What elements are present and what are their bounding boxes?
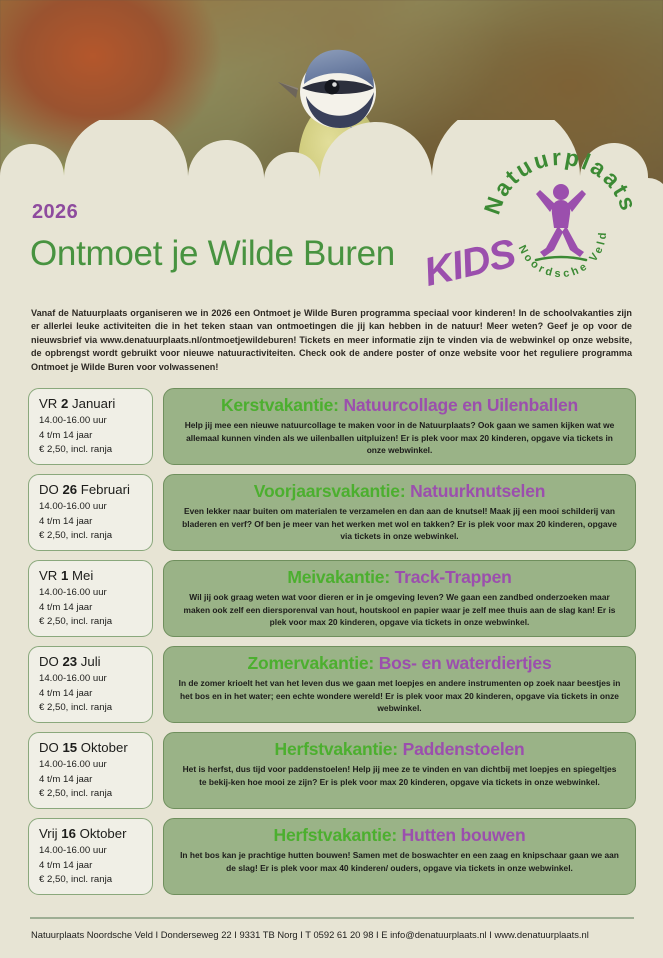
activity-description: In de zomer krioelt het van het leven du… bbox=[178, 678, 621, 714]
activity-name: Track-Trappen bbox=[394, 567, 512, 587]
activity-description: In het bos kan je prachtige hutten bouwe… bbox=[180, 850, 619, 873]
activity-box: Kerstvakantie: Natuurcollage en Uilenbal… bbox=[163, 388, 636, 465]
date-heading: VR 1 Mei bbox=[39, 568, 143, 583]
date-age: 4 t/m 14 jaar bbox=[39, 859, 93, 871]
activity-title: Kerstvakantie: Natuurcollage en Uilenbal… bbox=[178, 395, 621, 415]
activity-box: Herfstvakantie: Paddenstoelen Het is her… bbox=[163, 732, 636, 809]
intro-paragraph: Vanaf de Natuurplaats organiseren we in … bbox=[31, 308, 632, 372]
date-month: Oktober bbox=[80, 740, 128, 755]
date-day: DO bbox=[39, 740, 59, 755]
footer-divider bbox=[30, 917, 634, 919]
activity-description: Wil jij ook graag weten wat voor dieren … bbox=[183, 592, 616, 628]
date-heading: DO 26 Februari bbox=[39, 482, 143, 497]
date-time: 14.00-16.00 uur bbox=[39, 587, 107, 598]
date-day: DO bbox=[39, 482, 59, 497]
activity-title: Herfstvakantie: Paddenstoelen bbox=[178, 739, 621, 759]
logo-inner-text: Noordsche Veld bbox=[516, 229, 606, 280]
date-heading: DO 23 Juli bbox=[39, 654, 143, 669]
date-daynum: 2 bbox=[61, 396, 69, 411]
schedule-row: VR 2 Januari 14.00-16.00 uur 4 t/m 14 ja… bbox=[28, 388, 636, 465]
date-price: € 2,50, incl. ranja bbox=[39, 444, 113, 456]
date-time: 14.00-16.00 uur bbox=[39, 501, 107, 512]
activity-name: Natuurknutselen bbox=[410, 481, 546, 501]
vacation-name: Herfstvakantie: bbox=[274, 739, 399, 759]
activity-box: Meivakantie: Track-Trappen Wil jij ook g… bbox=[163, 560, 636, 637]
page-title: Ontmoet je Wilde Buren bbox=[30, 234, 395, 273]
date-heading: DO 15 Oktober bbox=[39, 740, 143, 755]
date-price: € 2,50, incl. ranja bbox=[39, 874, 113, 886]
date-price: € 2,50, incl. ranja bbox=[39, 530, 113, 542]
schedule-row: VR 1 Mei 14.00-16.00 uur 4 t/m 14 jaar €… bbox=[28, 560, 636, 637]
logo-ground-line bbox=[534, 255, 588, 262]
date-day: VR bbox=[39, 568, 58, 583]
activity-title: Zomervakantie: Bos- en waterdiertjes bbox=[178, 653, 621, 673]
activity-box: Voorjaarsvakantie: Natuurknutselen Even … bbox=[163, 474, 636, 551]
date-time: 14.00-16.00 uur bbox=[39, 415, 107, 426]
date-age: 4 t/m 14 jaar bbox=[39, 515, 93, 527]
date-time: 14.00-16.00 uur bbox=[39, 759, 107, 770]
schedule-list: VR 2 Januari 14.00-16.00 uur 4 t/m 14 ja… bbox=[28, 388, 636, 904]
date-price: € 2,50, incl. ranja bbox=[39, 702, 113, 714]
activity-title: Voorjaarsvakantie: Natuurknutselen bbox=[178, 481, 621, 501]
activity-description: Het is herfst, dus tijd voor paddenstoel… bbox=[182, 764, 617, 787]
date-heading: Vrij 16 Oktober bbox=[39, 826, 143, 841]
vacation-name: Meivakantie: bbox=[287, 567, 390, 587]
date-daynum: 23 bbox=[62, 654, 78, 669]
date-month: Januari bbox=[72, 396, 116, 411]
date-month: Februari bbox=[80, 482, 130, 497]
date-box: Vrij 16 Oktober 14.00-16.00 uur 4 t/m 14… bbox=[28, 818, 153, 895]
date-age: 4 t/m 14 jaar bbox=[39, 773, 93, 785]
date-box: DO 26 Februari 14.00-16.00 uur 4 t/m 14 … bbox=[28, 474, 153, 551]
activity-name: Bos- en waterdiertjes bbox=[378, 653, 552, 673]
date-daynum: 26 bbox=[62, 482, 78, 497]
date-daynum: 16 bbox=[61, 826, 76, 841]
date-heading: VR 2 Januari bbox=[39, 396, 143, 411]
date-month: Juli bbox=[80, 654, 101, 669]
date-month: Mei bbox=[72, 568, 94, 583]
activity-box: Herfstvakantie: Hutten bouwen In het bos… bbox=[163, 818, 636, 895]
date-time: 14.00-16.00 uur bbox=[39, 673, 107, 684]
date-price: € 2,50, incl. ranja bbox=[39, 616, 113, 628]
date-age: 4 t/m 14 jaar bbox=[39, 601, 93, 613]
natuurplaats-logo: Natuurplaats Noordsche Veld bbox=[479, 144, 641, 280]
vacation-name: Kerstvakantie: bbox=[220, 395, 339, 415]
vacation-name: Herfstvakantie: bbox=[273, 825, 398, 845]
jumping-person-icon bbox=[536, 184, 586, 257]
schedule-row: DO 15 Oktober 14.00-16.00 uur 4 t/m 14 j… bbox=[28, 732, 636, 809]
activity-title: Meivakantie: Track-Trappen bbox=[178, 567, 621, 587]
activity-description: Help jij mee een nieuwe natuurcollage te… bbox=[184, 420, 615, 456]
schedule-row: Vrij 16 Oktober 14.00-16.00 uur 4 t/m 14… bbox=[28, 818, 636, 895]
schedule-row: DO 23 Juli 14.00-16.00 uur 4 t/m 14 jaar… bbox=[28, 646, 636, 723]
date-box: DO 15 Oktober 14.00-16.00 uur 4 t/m 14 j… bbox=[28, 732, 153, 809]
date-box: VR 1 Mei 14.00-16.00 uur 4 t/m 14 jaar €… bbox=[28, 560, 153, 637]
poster-year: 2026 bbox=[32, 201, 79, 223]
date-box: DO 23 Juli 14.00-16.00 uur 4 t/m 14 jaar… bbox=[28, 646, 153, 723]
date-month: Oktober bbox=[79, 826, 127, 841]
date-age: 4 t/m 14 jaar bbox=[39, 429, 93, 441]
date-daynum: 15 bbox=[62, 740, 78, 755]
activity-box: Zomervakantie: Bos- en waterdiertjes In … bbox=[163, 646, 636, 723]
vacation-name: Zomervakantie: bbox=[247, 653, 375, 673]
activity-title: Herfstvakantie: Hutten bouwen bbox=[178, 825, 621, 845]
date-price: € 2,50, incl. ranja bbox=[39, 788, 113, 800]
scalloped-cloud-divider bbox=[0, 120, 663, 230]
activity-description: Even lekker naar buiten om materialen te… bbox=[182, 506, 617, 542]
footer-contact: Natuurplaats Noordsche Veld I Dondersewe… bbox=[31, 929, 589, 940]
date-day: DO bbox=[39, 654, 59, 669]
svg-text:Noordsche Veld: Noordsche Veld bbox=[516, 229, 610, 280]
date-time: 14.00-16.00 uur bbox=[39, 845, 107, 856]
date-day: Vrij bbox=[39, 826, 58, 841]
activity-name: Paddenstoelen bbox=[402, 739, 525, 759]
date-age: 4 t/m 14 jaar bbox=[39, 687, 93, 699]
activity-name: Natuurcollage en Uilenballen bbox=[343, 395, 579, 415]
vacation-name: Voorjaarsvakantie: bbox=[253, 481, 406, 501]
date-day: VR bbox=[39, 396, 58, 411]
date-box: VR 2 Januari 14.00-16.00 uur 4 t/m 14 ja… bbox=[28, 388, 153, 465]
activity-name: Hutten bouwen bbox=[401, 825, 526, 845]
schedule-row: DO 26 Februari 14.00-16.00 uur 4 t/m 14 … bbox=[28, 474, 636, 551]
date-daynum: 1 bbox=[61, 568, 69, 583]
